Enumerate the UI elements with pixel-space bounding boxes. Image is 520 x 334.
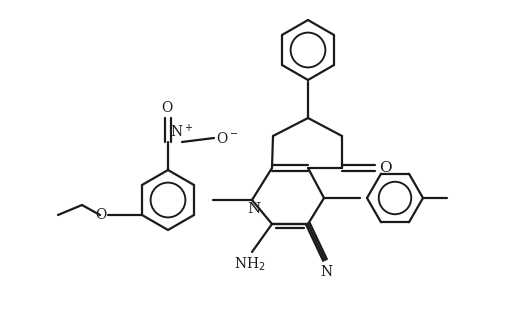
Text: N: N <box>320 265 332 279</box>
Text: O: O <box>379 161 392 175</box>
Text: O: O <box>161 101 173 115</box>
Text: N$^+$: N$^+$ <box>170 123 193 140</box>
Text: N: N <box>248 202 261 216</box>
Text: O$^-$: O$^-$ <box>216 131 239 146</box>
Text: NH$_2$: NH$_2$ <box>234 256 266 274</box>
Text: O: O <box>95 208 106 222</box>
